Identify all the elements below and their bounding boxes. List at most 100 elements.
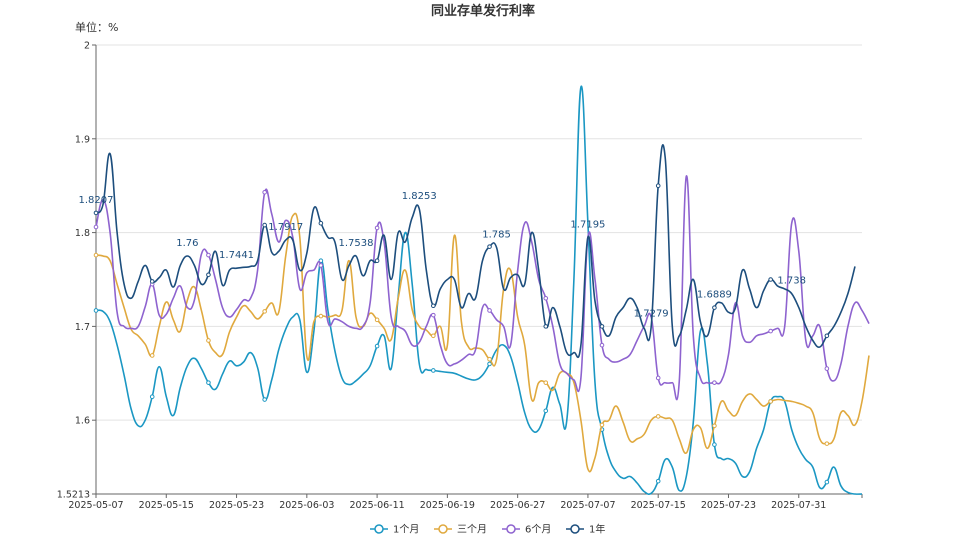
data-point bbox=[206, 272, 211, 278]
series-line-2 bbox=[95, 212, 870, 473]
data-labels: 1.8207 1.76 1.7441 1.7917 1.7538 1.8253 1.785 1… bbox=[79, 191, 807, 319]
data-point bbox=[655, 375, 661, 381]
data-point bbox=[824, 333, 830, 339]
gridlines bbox=[96, 44, 862, 495]
data-point bbox=[824, 441, 830, 446]
legend-marker bbox=[506, 524, 516, 534]
y-axis: 1.5213 1.6 1.7 1.8 1.9 2 bbox=[57, 41, 97, 501]
x-tick-label: 2025-05-07 bbox=[68, 500, 123, 511]
data-label: 1.7441 bbox=[219, 250, 254, 261]
data-point bbox=[768, 399, 773, 404]
data-label: 1.76 bbox=[176, 238, 198, 249]
data-point bbox=[768, 277, 773, 282]
legend-label: 1年 bbox=[589, 523, 605, 536]
data-point bbox=[487, 308, 492, 313]
unit-label: 单位：% bbox=[75, 20, 118, 34]
x-tick-label: 2025-06-11 bbox=[349, 500, 404, 511]
y-tick-label: 1.7 bbox=[75, 322, 90, 333]
data-point bbox=[487, 356, 492, 362]
data-label: 1.8253 bbox=[402, 191, 437, 202]
legend-label: 1个月 bbox=[393, 524, 419, 536]
data-label: 1.7917 bbox=[268, 222, 303, 233]
legend[interactable]: 1个月 三个月 6个月 1年 bbox=[370, 523, 605, 536]
data-point bbox=[712, 380, 717, 385]
legend-marker bbox=[570, 524, 580, 534]
y-tick-label: 1.9 bbox=[75, 134, 90, 145]
data-point bbox=[206, 338, 211, 343]
data-point bbox=[374, 225, 380, 231]
legend-marker bbox=[438, 524, 448, 534]
data-label: 1.6889 bbox=[697, 290, 732, 301]
y-tick-label: 1.5213 bbox=[57, 490, 90, 501]
data-point bbox=[262, 309, 267, 314]
data-point bbox=[543, 295, 549, 301]
data-point bbox=[824, 479, 830, 485]
data-point bbox=[712, 423, 717, 429]
data-point bbox=[262, 189, 267, 195]
data-point bbox=[431, 368, 436, 373]
data-point bbox=[431, 312, 436, 318]
data-point bbox=[599, 422, 605, 428]
data-point bbox=[487, 244, 492, 249]
y-tick-label: 1.6 bbox=[75, 416, 90, 427]
data-point bbox=[262, 397, 267, 402]
series-lines bbox=[93, 85, 870, 495]
data-point bbox=[93, 308, 99, 313]
x-tick-label: 2025-07-23 bbox=[701, 500, 756, 511]
data-label: 1.8207 bbox=[79, 195, 114, 206]
x-tick-label: 2025-07-07 bbox=[560, 500, 615, 511]
data-point bbox=[374, 343, 380, 349]
data-point bbox=[149, 353, 155, 358]
chart-title: 同业存单发行利率 bbox=[431, 3, 535, 19]
x-tick-label: 2025-05-23 bbox=[209, 500, 264, 511]
x-tick-label: 2025-07-31 bbox=[771, 500, 826, 511]
data-point bbox=[262, 222, 267, 228]
data-point bbox=[824, 366, 830, 371]
data-point bbox=[599, 324, 605, 329]
data-point bbox=[374, 317, 380, 323]
data-point bbox=[655, 478, 661, 484]
x-tick-label: 2025-05-15 bbox=[139, 500, 194, 511]
legend-marker bbox=[374, 524, 384, 534]
data-point bbox=[431, 303, 436, 309]
data-point bbox=[543, 380, 549, 385]
data-label: 1.785 bbox=[482, 230, 511, 241]
data-point bbox=[318, 263, 324, 268]
legend-label: 6个月 bbox=[525, 524, 551, 536]
legend-label: 三个月 bbox=[457, 524, 487, 536]
data-point bbox=[206, 380, 211, 385]
data-point bbox=[149, 279, 155, 284]
data-point bbox=[431, 333, 436, 339]
data-label: 1.7279 bbox=[634, 308, 669, 319]
data-point bbox=[318, 220, 324, 226]
data-point bbox=[655, 183, 661, 188]
x-tick-label: 2025-06-03 bbox=[279, 500, 334, 511]
data-point bbox=[768, 328, 773, 334]
data-point bbox=[318, 313, 324, 319]
x-axis: 2025-05-07 2025-05-15 2025-05-23 2025-06-03… bbox=[68, 493, 863, 511]
data-label: 1.7538 bbox=[339, 238, 374, 249]
data-label: 1.7195 bbox=[570, 219, 605, 230]
data-point bbox=[206, 252, 211, 258]
legend-item-1[interactable]: 1个月 bbox=[370, 524, 419, 536]
data-point bbox=[487, 361, 492, 367]
y-tick-label: 1.8 bbox=[75, 228, 90, 239]
x-tick-label: 2025-06-27 bbox=[490, 500, 545, 511]
data-point bbox=[712, 305, 717, 310]
legend-item-3[interactable]: 6个月 bbox=[502, 524, 551, 536]
data-point bbox=[93, 224, 99, 230]
data-label: 1.738 bbox=[777, 276, 806, 287]
legend-item-2[interactable]: 三个月 bbox=[434, 524, 487, 536]
data-point bbox=[712, 442, 717, 447]
series-line-1 bbox=[95, 85, 863, 495]
data-point bbox=[93, 210, 99, 216]
y-tick-label: 2 bbox=[84, 41, 90, 52]
data-point bbox=[655, 414, 661, 419]
legend-item-4[interactable]: 1年 bbox=[566, 523, 605, 536]
series-line-4 bbox=[95, 144, 856, 359]
data-point bbox=[599, 342, 605, 348]
data-point bbox=[149, 394, 155, 400]
data-point bbox=[543, 324, 549, 329]
x-tick-label: 2025-07-15 bbox=[631, 500, 686, 511]
